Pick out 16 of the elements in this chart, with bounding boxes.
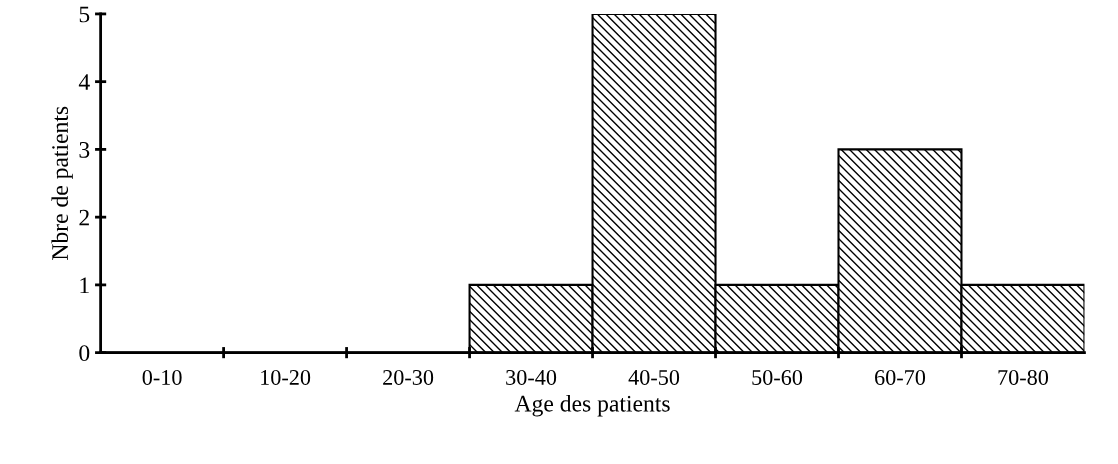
x-tick-label: 30-40 [506, 369, 557, 385]
y-tick-label: 0 [79, 345, 90, 362]
y-tick-label: 2 [79, 209, 89, 226]
y-axis-title: Nbre de patients [51, 106, 73, 260]
y-tick-label: 5 [79, 6, 90, 23]
x-tick-label: 50-60 [752, 369, 803, 385]
x-tick-label: 0-10 [142, 369, 182, 385]
x-tick-label: 20-30 [383, 369, 434, 385]
y-tick-label: 4 [78, 74, 90, 90]
x-tick-label: 10-20 [261, 369, 311, 385]
x-tick-label: 60-70 [875, 369, 926, 385]
y-tick-label: 3 [79, 141, 90, 158]
x-axis-title: Age des patients [514, 395, 670, 417]
x-tick-label: 70-80 [998, 369, 1049, 385]
x-tick-label: 40-50 [628, 369, 680, 385]
y-tick-label: 1 [80, 277, 89, 294]
